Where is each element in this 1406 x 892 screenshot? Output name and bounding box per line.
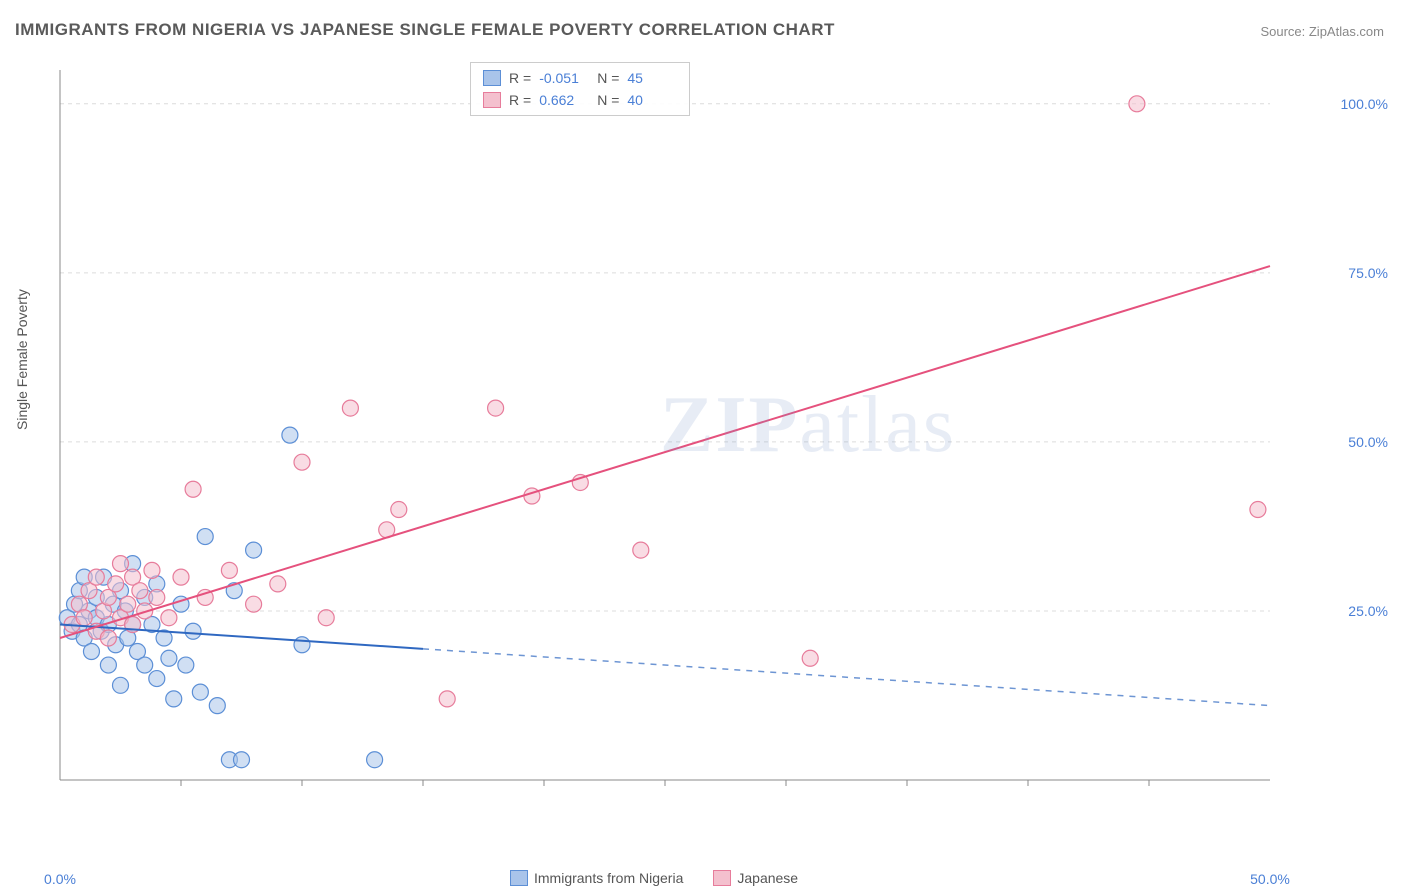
- y-tick-label: 50.0%: [1348, 434, 1388, 450]
- y-axis-label: Single Female Poverty: [14, 289, 30, 430]
- r-value: 0.662: [539, 92, 589, 108]
- n-value: 40: [627, 92, 677, 108]
- x-tick-label: 0.0%: [44, 871, 76, 887]
- source-prefix: Source:: [1260, 24, 1308, 39]
- legend-swatch: [483, 92, 501, 108]
- n-label: N =: [597, 92, 619, 108]
- x-tick-label: 50.0%: [1250, 871, 1290, 887]
- y-tick-label: 100.0%: [1341, 96, 1388, 112]
- legend-label: Japanese: [737, 870, 798, 886]
- r-label: R =: [509, 70, 531, 86]
- r-label: R =: [509, 92, 531, 108]
- y-tick-label: 75.0%: [1348, 265, 1388, 281]
- n-value: 45: [627, 70, 677, 86]
- legend-swatch: [713, 870, 731, 886]
- legend-label: Immigrants from Nigeria: [534, 870, 683, 886]
- scatter-plot: [50, 60, 1280, 810]
- y-tick-label: 25.0%: [1348, 603, 1388, 619]
- legend-item: Immigrants from Nigeria: [510, 870, 683, 886]
- legend-stat-row: R = -0.051 N = 45: [483, 67, 677, 89]
- source-label: Source: ZipAtlas.com: [1260, 24, 1384, 39]
- legend-swatch: [510, 870, 528, 886]
- legend-item: Japanese: [713, 870, 798, 886]
- r-value: -0.051: [539, 70, 589, 86]
- plot-svg: [50, 60, 1280, 810]
- series-legend: Immigrants from Nigeria Japanese: [510, 870, 798, 886]
- correlation-legend: R = -0.051 N = 45 R = 0.662 N = 40: [470, 62, 690, 116]
- legend-stat-row: R = 0.662 N = 40: [483, 89, 677, 111]
- legend-swatch: [483, 70, 501, 86]
- source-name: ZipAtlas.com: [1309, 24, 1384, 39]
- n-label: N =: [597, 70, 619, 86]
- chart-title: IMMIGRANTS FROM NIGERIA VS JAPANESE SING…: [15, 20, 835, 40]
